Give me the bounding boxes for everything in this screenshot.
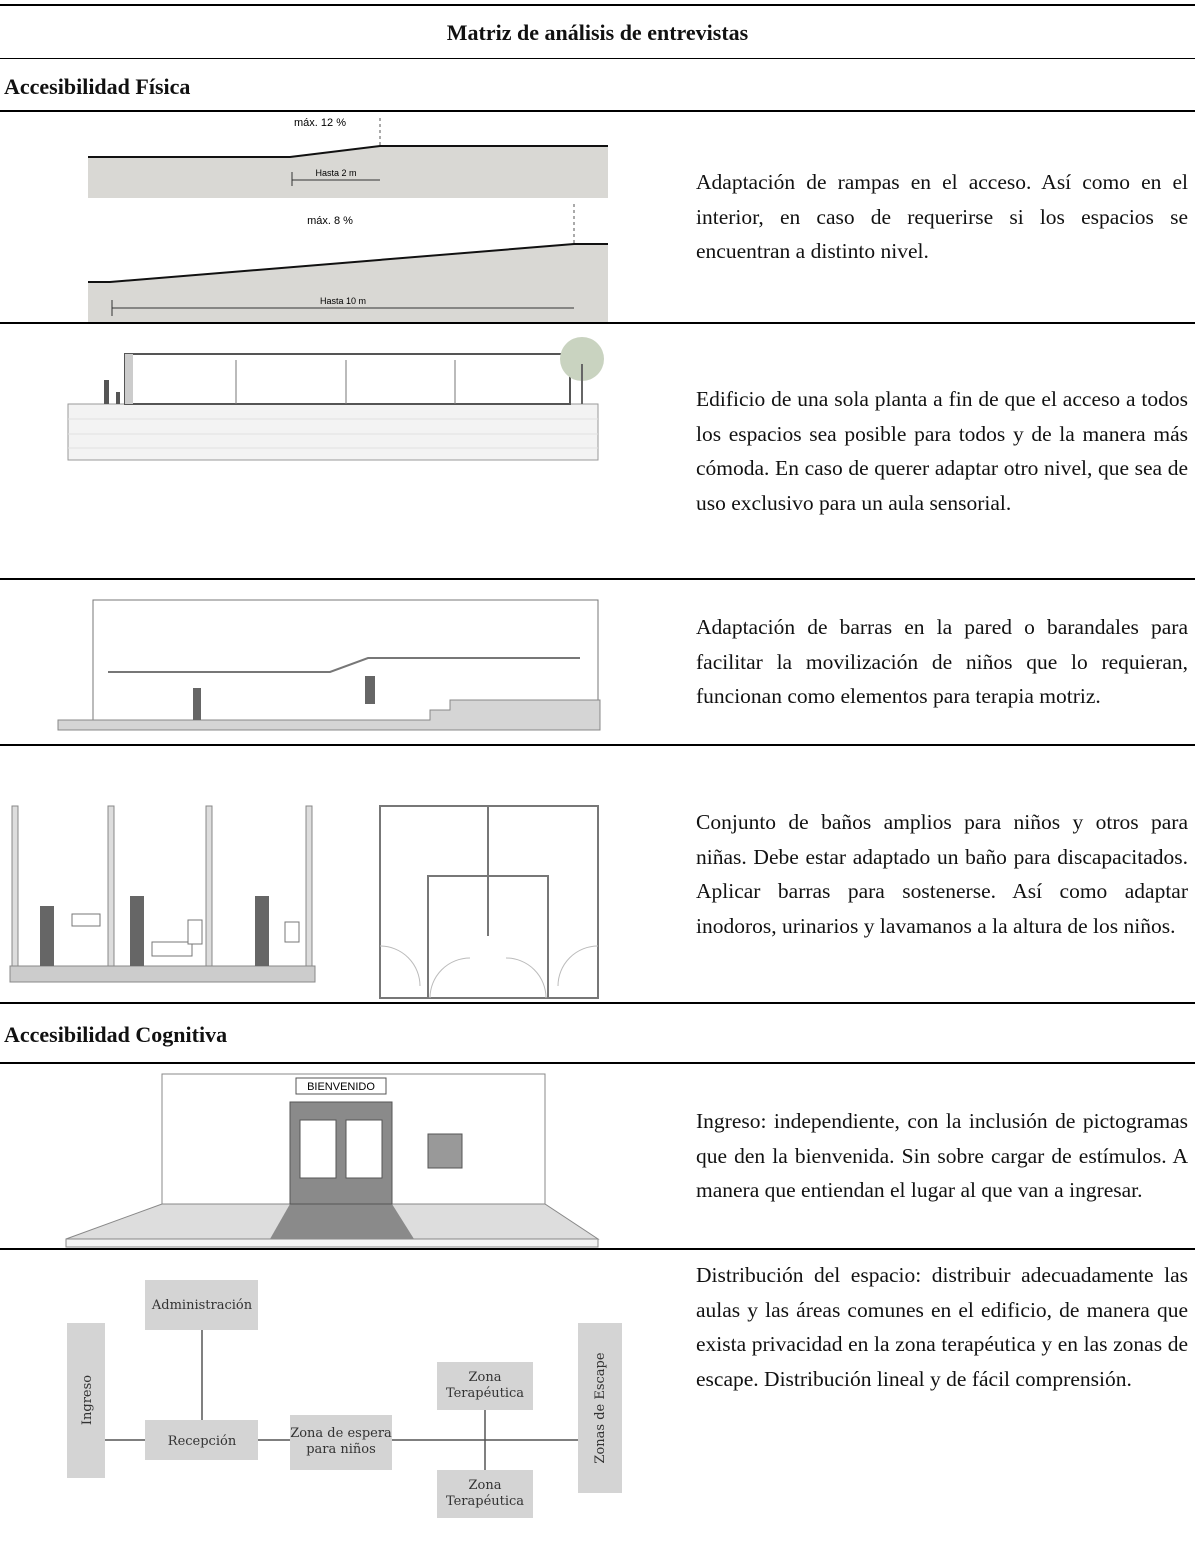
rule	[0, 322, 1195, 324]
description: Ingreso: independiente, con la inclusión…	[696, 1109, 1188, 1203]
rule	[0, 4, 1195, 6]
text-cell: Adaptación de rampas en el acceso. Así c…	[696, 112, 1188, 322]
figure-label: máx. 12 %	[294, 117, 346, 129]
table-row: BIENVENIDO Ingreso: independiente, con l…	[0, 1064, 1195, 1248]
ramp-figure: máx. 12 % Hasta 2 m máx. 8 % Hasta 10 m	[88, 117, 608, 322]
text-cell: Ingreso: independiente, con la inclusión…	[696, 1064, 1188, 1248]
description: Conjunto de baños amplios para niños y o…	[696, 810, 1188, 938]
distribution-diagram: Administración Ingreso Recepción Zona de…	[67, 1280, 622, 1518]
handrail-figure	[57, 599, 601, 731]
figure-label: máx. 8 %	[307, 215, 353, 227]
diagram-label: Zona Terapéutica	[446, 1370, 524, 1401]
rule	[0, 58, 1195, 59]
rule	[0, 744, 1195, 746]
rule	[0, 110, 1195, 112]
figure-label: BIENVENIDO	[307, 1081, 375, 1093]
text-cell: Adaptación de barras en la pared o baran…	[696, 580, 1188, 744]
entrance-figure: BIENVENIDO	[65, 1073, 600, 1248]
description: Distribución del espacio: distribuir ade…	[696, 1263, 1188, 1391]
diagram-label: Ingreso	[80, 1375, 95, 1425]
rule	[0, 578, 1195, 580]
table-row: Conjunto de baños amplios para niños y o…	[0, 746, 1195, 1002]
section-heading: Accesibilidad Cognitiva	[4, 1022, 228, 1047]
diagram-label: Zona Terapéutica	[446, 1478, 524, 1509]
table-row: máx. 12 % Hasta 2 m máx. 8 % Hasta 10 m …	[0, 112, 1195, 322]
table-row: Adaptación de barras en la pared o baran…	[0, 580, 1195, 744]
section-heading: Accesibilidad Física	[4, 74, 191, 99]
rule	[0, 1002, 1195, 1004]
title: Matriz de análisis de entrevistas	[446, 20, 749, 45]
description: Adaptación de barras en la pared o baran…	[696, 615, 1188, 709]
diagram-label: Zona de espera para niños	[290, 1426, 392, 1457]
text-cell: Conjunto de baños amplios para niños y o…	[696, 746, 1188, 1002]
description: Adaptación de rampas en el acceso. Así c…	[696, 170, 1188, 264]
bathroom-figure	[9, 805, 599, 999]
rule	[0, 1248, 1195, 1250]
diagram-label: Zonas de Escape	[593, 1352, 608, 1463]
diagram-label: Recepción	[168, 1434, 237, 1449]
figure-label: Hasta 2 m	[315, 168, 356, 178]
table-row: Edificio de una sola planta a fin de que…	[0, 324, 1195, 578]
figure-label: Hasta 10 m	[320, 296, 366, 306]
description: Edificio de una sola planta a fin de que…	[696, 387, 1188, 515]
table-row: Administración Ingreso Recepción Zona de…	[0, 1250, 1195, 1559]
building-figure	[67, 337, 604, 461]
text-cell: Edificio de una sola planta a fin de que…	[696, 324, 1188, 578]
diagram-label: Administración	[151, 1298, 253, 1313]
text-cell: Distribución del espacio: distribuir ade…	[696, 1250, 1188, 1559]
rule	[0, 1062, 1195, 1064]
